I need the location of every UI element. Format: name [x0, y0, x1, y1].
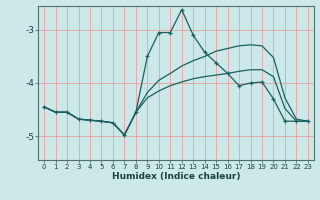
X-axis label: Humidex (Indice chaleur): Humidex (Indice chaleur) [112, 172, 240, 181]
